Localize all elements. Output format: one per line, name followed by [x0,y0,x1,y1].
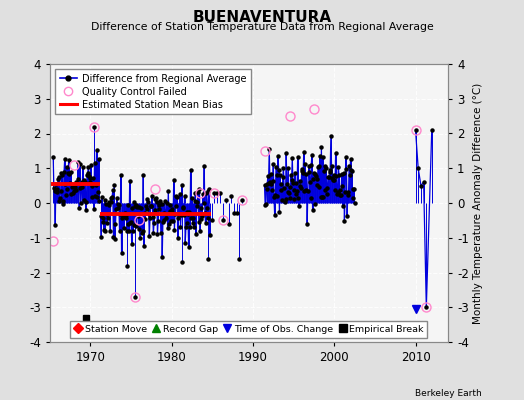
Text: Difference of Station Temperature Data from Regional Average: Difference of Station Temperature Data f… [91,22,433,32]
Legend: Station Move, Record Gap, Time of Obs. Change, Empirical Break: Station Move, Record Gap, Time of Obs. C… [70,321,428,338]
Text: Berkeley Earth: Berkeley Earth [416,389,482,398]
Y-axis label: Monthly Temperature Anomaly Difference (°C): Monthly Temperature Anomaly Difference (… [473,82,483,324]
Text: BUENAVENTURA: BUENAVENTURA [192,10,332,25]
